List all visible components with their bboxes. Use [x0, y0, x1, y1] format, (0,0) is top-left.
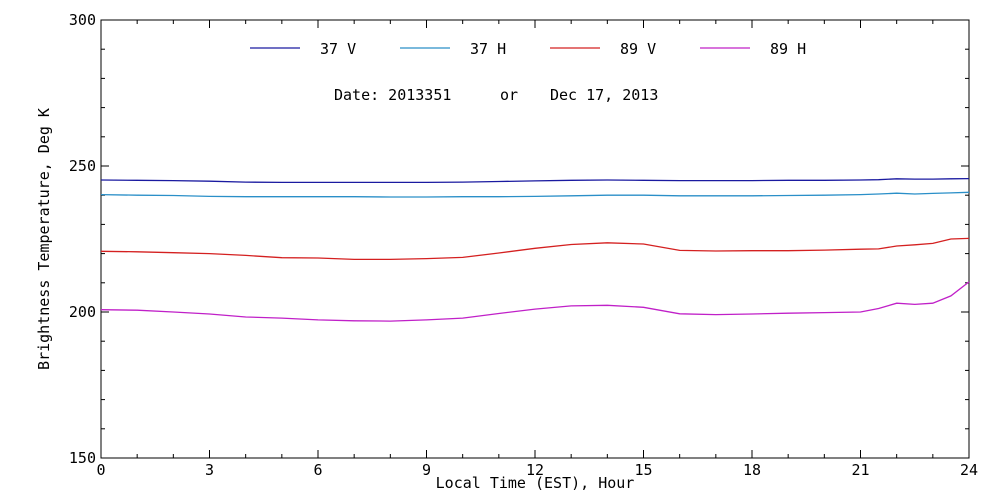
legend-label: 37 H [470, 40, 506, 58]
axis-tick-labels: 0 3 6 9 12 15 18 21 24 150 200 250 300 [69, 11, 978, 479]
y-tick-label: 250 [69, 157, 96, 175]
date-long-label: Dec 17, 2013 [550, 86, 658, 104]
x-axis-title: Local Time (EST), Hour [436, 474, 635, 492]
y-axis-title: Brightness Temperature, Deg K [35, 108, 53, 370]
x-tick-label: 21 [851, 461, 869, 479]
x-tick-label: 0 [96, 461, 105, 479]
x-tick-label: 6 [313, 461, 322, 479]
x-tick-label: 12 [526, 461, 544, 479]
legend-label: 89 V [620, 40, 656, 58]
series-line-37-h [100, 191, 970, 198]
y-tick-label: 150 [69, 449, 96, 467]
plot-frame [100, 19, 970, 459]
series-lines [100, 177, 970, 322]
x-tick-label: 24 [960, 461, 978, 479]
x-tick-label: 15 [634, 461, 652, 479]
y-tick-label: 200 [69, 303, 96, 321]
series-line-89-v [100, 237, 970, 261]
x-tick-label: 9 [422, 461, 431, 479]
axis-ticks [100, 19, 970, 459]
y-tick-label: 300 [69, 11, 96, 29]
date-label: Date: 2013351 [334, 86, 451, 104]
x-tick-label: 3 [205, 461, 214, 479]
legend-label: 37 V [320, 40, 356, 58]
series-line-89-h [100, 281, 970, 322]
x-tick-label: 18 [743, 461, 761, 479]
series-line-37-v [100, 177, 970, 184]
legend: 37 V 37 H 89 V 89 H [250, 40, 806, 58]
or-label: or [500, 86, 518, 104]
legend-label: 89 H [770, 40, 806, 58]
